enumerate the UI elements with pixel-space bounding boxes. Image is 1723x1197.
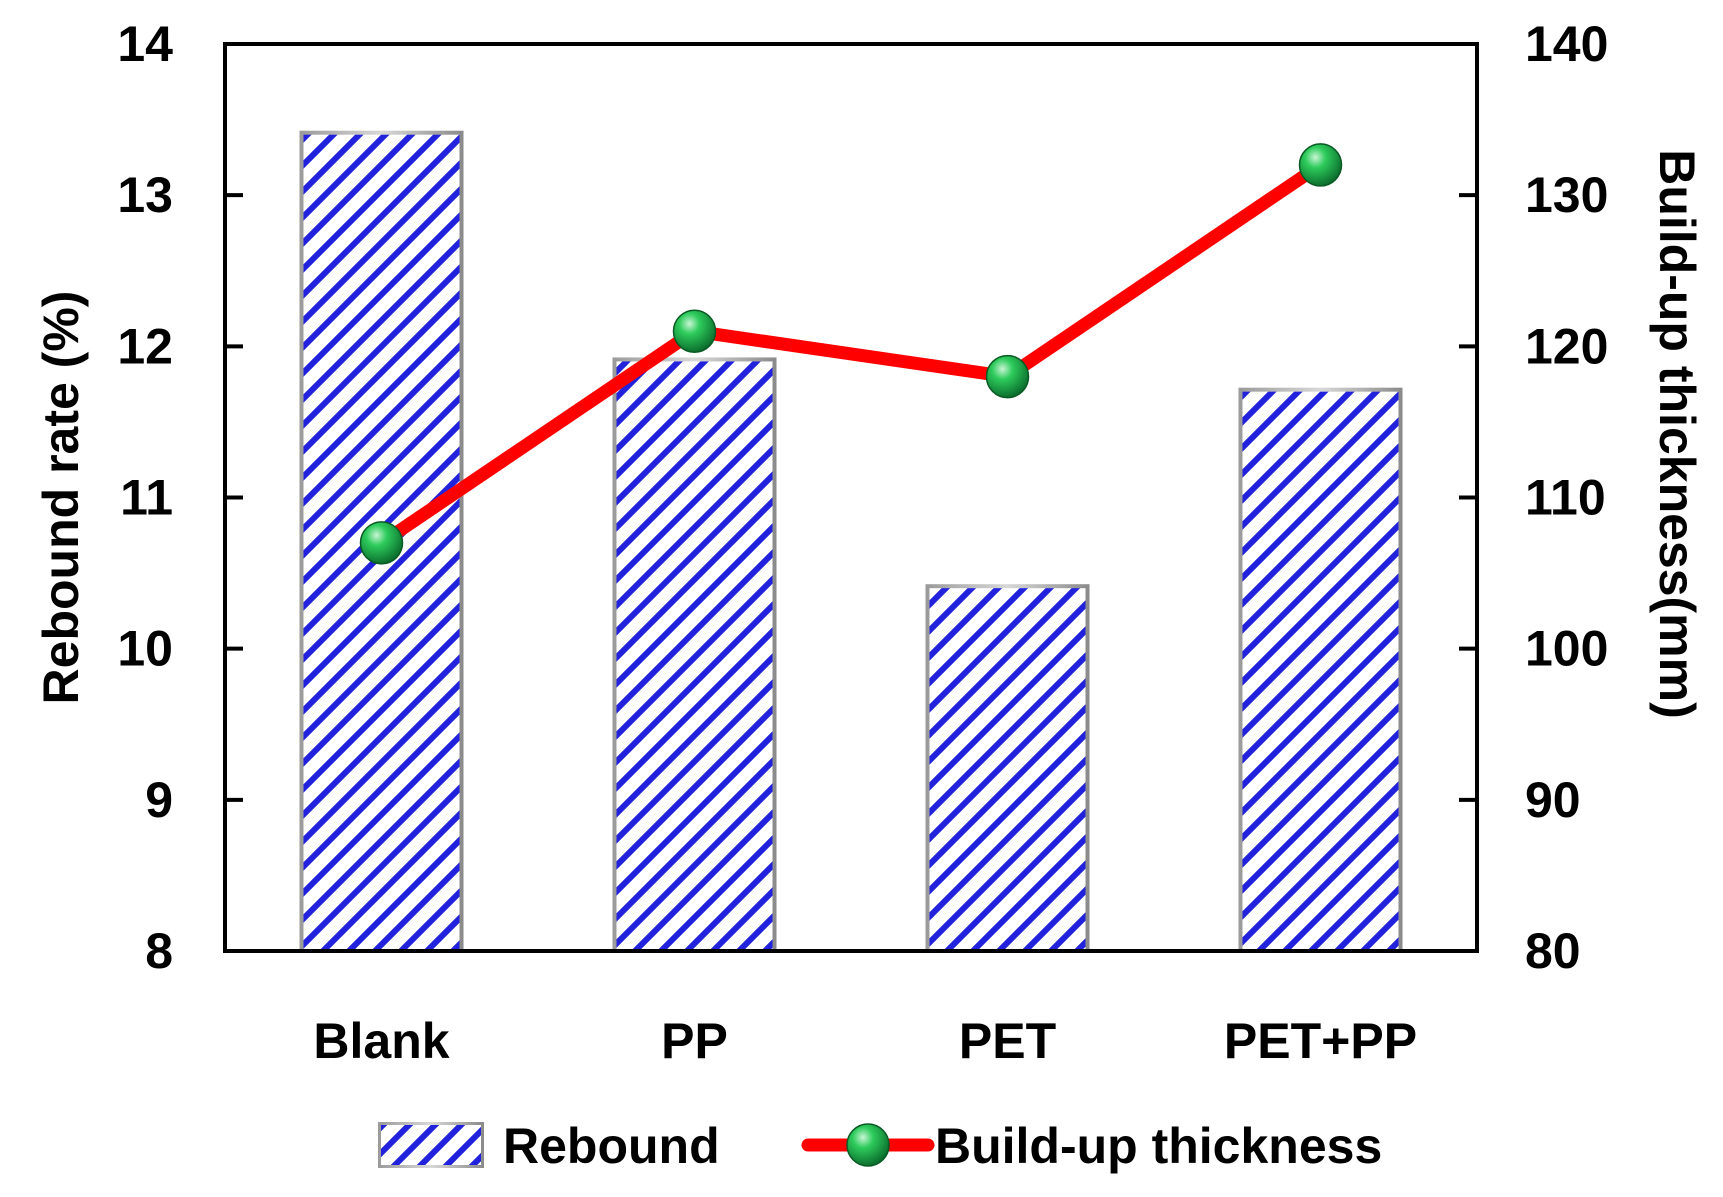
y2-axis-title: Build-up thickness(mm) xyxy=(1649,149,1705,718)
legend: Rebound Build-up thickness xyxy=(378,1118,1382,1174)
bar-pp xyxy=(612,357,777,951)
x-tick-label: PET+PP xyxy=(1224,1013,1417,1069)
y2-tick-label: 120 xyxy=(1525,318,1608,374)
y-tick-label: 13 xyxy=(117,167,173,223)
x-tick-label: PET xyxy=(959,1013,1056,1069)
y-axis-title: Rebound rate (%) xyxy=(33,291,89,705)
y2-tick-label: 140 xyxy=(1525,16,1608,72)
legend-item-build-up-thickness: Build-up thickness xyxy=(801,1118,1382,1174)
y-tick-label: 8 xyxy=(145,923,173,979)
legend-label-rebound: Rebound xyxy=(503,1118,720,1174)
legend-swatch-marker xyxy=(846,1123,890,1167)
legend-item-rebound: Rebound xyxy=(378,1118,720,1174)
x-tick-label: Blank xyxy=(313,1013,449,1069)
bar-fill xyxy=(1242,391,1399,951)
bar-pet xyxy=(925,584,1090,951)
line-layer xyxy=(359,143,1343,565)
build-up-thickness-point xyxy=(359,521,404,565)
y2-tick-label: 110 xyxy=(1525,470,1606,526)
y2-tick-label: 90 xyxy=(1525,772,1581,828)
text-layer: 8 9 10 11 12 13 14 80 90 100 110 120 130 140 Blank PP PE… xyxy=(33,16,1705,1069)
bar-fill xyxy=(616,361,773,951)
y2-tick-label: 80 xyxy=(1525,923,1581,979)
x-tick-label: PP xyxy=(661,1013,728,1069)
build-up-thickness-point xyxy=(1298,143,1343,187)
y-tick-label: 10 xyxy=(117,621,173,677)
y-tick-label: 12 xyxy=(117,318,173,374)
y-tick-label: 11 xyxy=(120,470,173,526)
build-up-thickness-line xyxy=(375,158,1327,550)
axes-layer xyxy=(223,42,1479,953)
build-up-thickness-point xyxy=(985,354,1030,399)
y2-tick-label: 100 xyxy=(1525,621,1608,677)
legend-swatch-rebound xyxy=(381,1125,481,1165)
y-tick-label: 9 xyxy=(145,772,173,828)
y2-tick-label: 130 xyxy=(1525,167,1608,223)
bar-pet-pp xyxy=(1238,387,1403,951)
legend-label-build-up-thickness: Build-up thickness xyxy=(935,1118,1382,1174)
bars-layer xyxy=(299,130,1403,951)
y-tick-label: 14 xyxy=(117,16,173,72)
bar-fill xyxy=(929,588,1086,951)
build-up-thickness-point xyxy=(672,309,717,353)
